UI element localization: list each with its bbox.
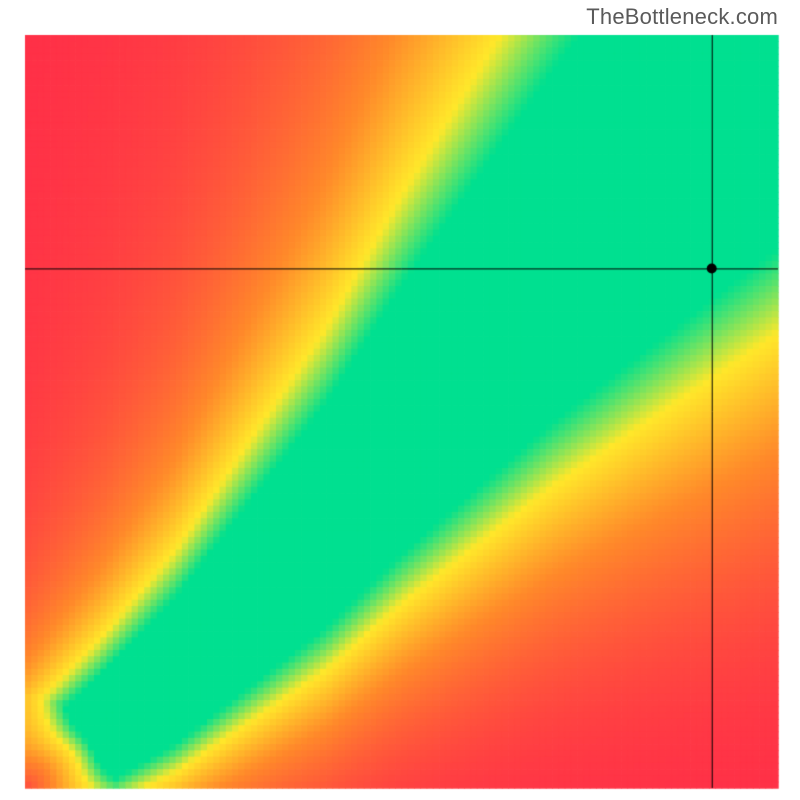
heatmap-canvas bbox=[0, 0, 800, 800]
watermark-text: TheBottleneck.com bbox=[586, 4, 778, 30]
chart-container: TheBottleneck.com bbox=[0, 0, 800, 800]
